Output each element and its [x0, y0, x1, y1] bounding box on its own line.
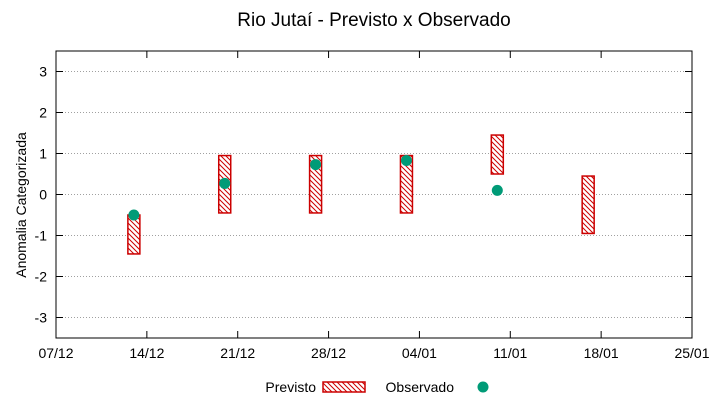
x-tick-label: 28/12: [311, 345, 346, 361]
x-tick-label: 25/01: [674, 345, 709, 361]
observado-point: [219, 177, 231, 189]
observado-point: [400, 154, 412, 166]
x-axis: 07/12 14/12 21/12 28/12 04/01 11/01 18/01 25/01: [38, 51, 710, 361]
x-tick-label: 18/01: [584, 345, 619, 361]
observado-point: [310, 159, 322, 171]
x-tick-label: 04/01: [402, 345, 437, 361]
x-tick-label: 11/01: [493, 345, 527, 361]
y-tick-label: 1: [39, 146, 47, 162]
x-tick-label: 07/12: [38, 345, 73, 361]
marks: [127, 134, 595, 255]
previsto-range-bar: [127, 214, 141, 255]
x-tick-label: 21/12: [220, 345, 255, 361]
y-tick-label: -2: [35, 269, 48, 285]
y-tick-label: -3: [35, 310, 48, 326]
x-tick-label: 14/12: [129, 345, 164, 361]
legend-label-previsto: Previsto: [265, 379, 316, 395]
y-tick-label: 2: [39, 105, 47, 121]
previsto-range-bar: [490, 134, 505, 175]
legend-label-observado: Observado: [386, 379, 455, 395]
previsto-range-bar: [308, 154, 323, 214]
chart-title: Rio Jutaí - Previsto x Observado: [237, 10, 511, 31]
y-tick-label: 3: [39, 64, 47, 80]
legend: Previsto Observado: [265, 379, 489, 395]
legend-swatch-observado: [477, 381, 489, 393]
previsto-range-bar: [581, 175, 595, 235]
observado-point: [491, 184, 503, 196]
y-tick-label: 0: [39, 187, 47, 203]
observado-point: [128, 209, 140, 221]
y-axis: 3 2 1 0 -1 -2 -3: [35, 64, 692, 326]
y-axis-label: Anomalia Categorizada: [13, 132, 29, 278]
grid: [56, 71, 692, 318]
legend-swatch-previsto: [322, 381, 366, 393]
y-tick-label: -1: [35, 228, 48, 244]
